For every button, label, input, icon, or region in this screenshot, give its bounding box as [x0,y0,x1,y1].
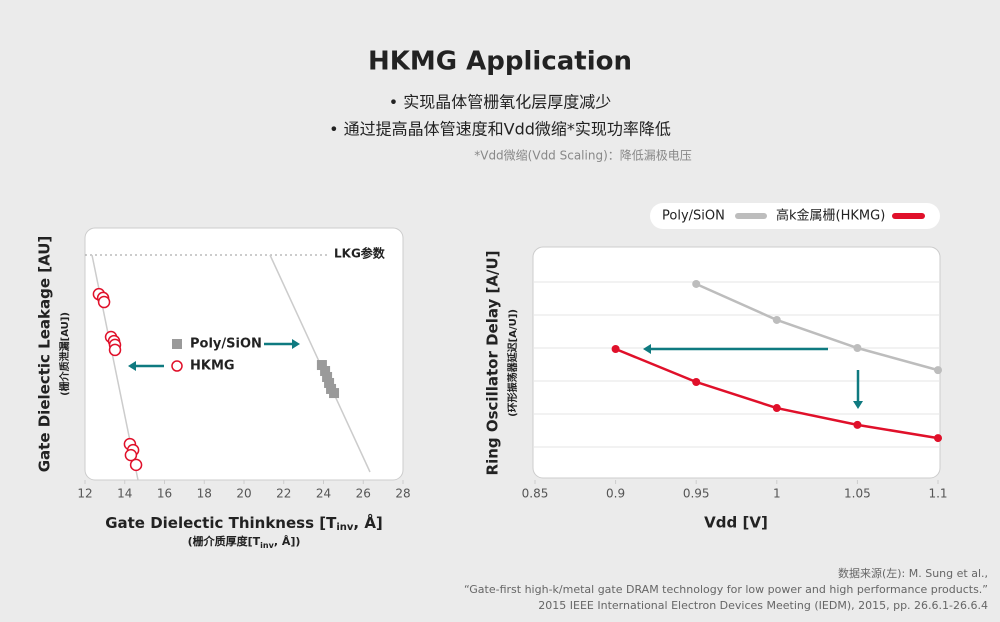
arrow-head [853,401,863,409]
x-tick-label: 0.9 [606,487,625,501]
bullet: • 通过提高晶体管速度和Vdd微缩*实现功率降低 [329,120,671,139]
point [129,458,143,472]
x-tick-label: 0.95 [683,487,710,501]
legend-box [650,203,940,229]
left-legend: Poly/SiON HKMG [128,337,300,374]
source: 数据来源(左): M. Sung et al., [838,566,988,580]
source: “Gate-first high-k/metal gate DRAM techn… [464,583,988,596]
x-label-sub-part: inv [336,522,354,533]
series-line [695,282,939,372]
x-label-part: (栅介质厚度[T [188,534,261,548]
point [97,295,111,309]
x-label-part: , Å]) [274,535,301,548]
point [611,344,620,353]
legend-label: Poly/SiON [190,337,262,352]
x-tick-label: 0.85 [522,487,549,501]
x-tick-label: 24 [316,487,331,501]
x-tick-label: 1.1 [928,487,947,501]
legend-marker [172,339,182,349]
legend-label: 高k金属栅(HKMG) [776,208,885,224]
title: HKMG Application [368,47,632,77]
point [692,279,701,288]
x-tick-label: 1.05 [844,487,871,501]
x-tick-label: 1 [773,487,781,501]
x-label-sub: (栅介质厚度[Tinv, Å]) [188,534,301,550]
y-label-sub: (栅介质泄漏[AU]) [58,312,71,396]
point [934,434,942,443]
point [316,360,327,371]
x-tick-label: 20 [236,487,251,501]
legend-marker [171,360,183,372]
point [320,366,331,377]
point [853,344,862,352]
point [692,377,701,386]
y-label: Ring Oscillator Delay [A/U] [484,251,502,476]
bullet: • 实现晶体管栅氧化层厚度减少 [389,93,612,112]
x-label-sub-part: inv [260,541,274,550]
point [324,377,335,388]
x-label: Gate Dielectic Thinkness [Tinv, Å] [105,513,383,534]
point [329,388,340,399]
point [108,343,122,357]
legend-label: Poly/SiON [662,209,725,224]
x-tick-label: 26 [356,487,371,501]
x-tick-label: 18 [197,487,212,501]
arrow-head [128,361,136,371]
arrow-head [292,339,300,349]
y-label-sub: (环形振荡器延迟[A/U]) [506,309,519,417]
x-tick-label: 28 [395,487,410,501]
x-tick-label: 16 [157,487,172,501]
source: 2015 IEEE International Electron Devices… [538,599,988,612]
point [934,366,942,375]
point [124,448,138,462]
x-tick-label: 14 [117,487,132,501]
x-label-part: , Å] [353,513,382,532]
annotation: LKG参数 [334,246,386,261]
point [853,420,862,429]
arrow-head [643,344,651,354]
point [772,315,781,324]
point [322,371,333,382]
x-label-part: Gate Dielectic Thinkness [T [105,514,337,532]
point [772,404,781,413]
y-label: Gate Dielectic Leakage [AU] [36,236,54,473]
x-tick-label: 22 [276,487,291,501]
legend-label: HKMG [190,359,235,374]
x-label: Vdd [V] [704,514,768,532]
note: *Vdd微缩(Vdd Scaling)：降低漏极电压 [474,148,692,163]
x-tick-label: 12 [77,487,92,501]
